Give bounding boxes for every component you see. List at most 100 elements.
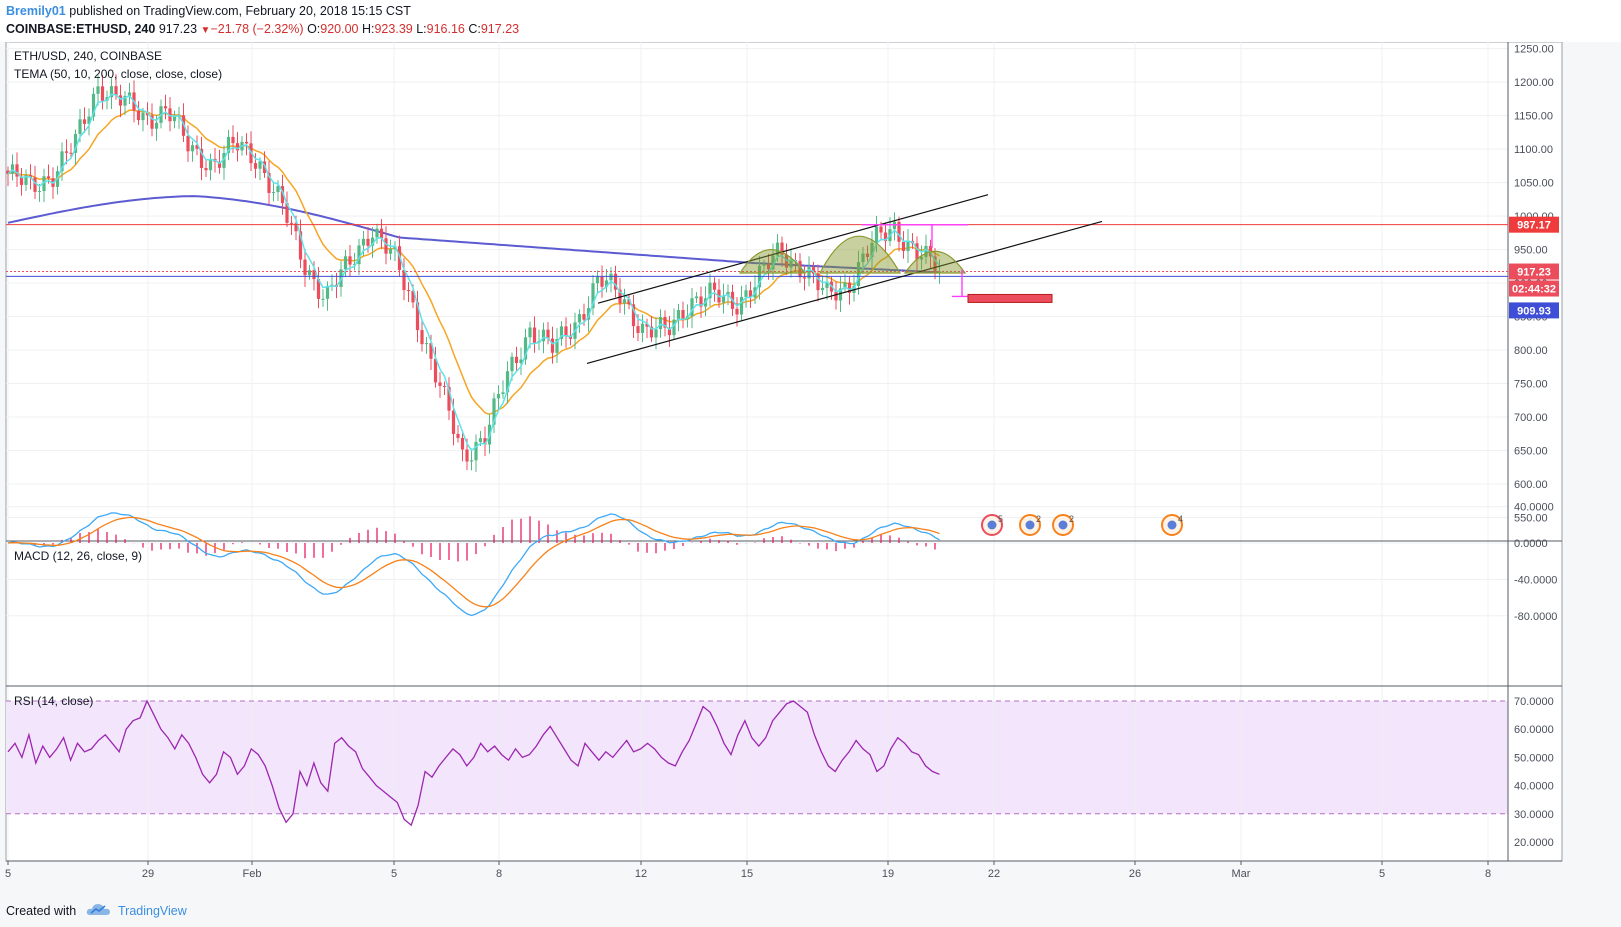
candle bbox=[343, 249, 348, 277]
candle-body bbox=[235, 143, 240, 151]
candle bbox=[721, 283, 726, 314]
candle-body bbox=[915, 243, 919, 260]
close-value: 917.23 bbox=[480, 22, 520, 36]
candle-body bbox=[217, 161, 222, 168]
macd-tick-label: 0.0000 bbox=[1514, 538, 1548, 550]
time-tick-label: 22 bbox=[988, 868, 1000, 880]
macd-tick-label: -40.0000 bbox=[1514, 574, 1557, 586]
candle-body bbox=[127, 92, 132, 96]
candle-body bbox=[204, 168, 208, 171]
candle-body bbox=[118, 95, 123, 106]
candle-body bbox=[190, 145, 195, 152]
candle bbox=[577, 309, 582, 334]
candle-body bbox=[654, 329, 658, 338]
price-tag-support: 909.93 bbox=[1509, 302, 1559, 319]
flag-icon bbox=[1167, 520, 1177, 530]
candle-body bbox=[96, 86, 100, 94]
candle bbox=[676, 303, 681, 332]
chart-canvas[interactable]: ETH/USD, 240, COINBASE TEMA (50, 10, 200,… bbox=[0, 42, 1621, 895]
candle-body bbox=[550, 338, 555, 353]
candle-body bbox=[402, 269, 406, 291]
time-tick-label: 5 bbox=[1379, 868, 1385, 880]
candle bbox=[168, 97, 172, 132]
author-link[interactable]: Bremily01 bbox=[6, 4, 66, 18]
time-tick-label: 5 bbox=[391, 868, 397, 880]
event-count: 2 bbox=[1069, 514, 1074, 524]
candle bbox=[384, 226, 388, 265]
candle bbox=[271, 183, 276, 202]
macd-line bbox=[7, 512, 940, 617]
candle-body bbox=[834, 291, 838, 301]
candle bbox=[217, 149, 222, 174]
candle-body bbox=[429, 343, 433, 359]
candle-body bbox=[771, 255, 775, 270]
candle bbox=[766, 253, 771, 280]
projection-marker bbox=[862, 224, 970, 298]
candle bbox=[267, 161, 271, 205]
candle bbox=[316, 267, 321, 309]
main-chart-title: ETH/USD, 240, COINBASE bbox=[14, 49, 162, 63]
macd-tick-label: -80.0000 bbox=[1514, 611, 1557, 623]
candle bbox=[501, 380, 505, 399]
candle bbox=[402, 258, 406, 301]
candle bbox=[514, 346, 519, 371]
candle bbox=[667, 316, 672, 347]
candle bbox=[870, 231, 874, 269]
candle-body bbox=[100, 86, 105, 101]
candle bbox=[60, 142, 64, 181]
candle bbox=[672, 308, 676, 340]
price-tag-text: 909.93 bbox=[1517, 305, 1551, 317]
candle bbox=[442, 381, 447, 395]
candle bbox=[6, 166, 10, 186]
rsi-band bbox=[6, 701, 1508, 814]
candle-body bbox=[811, 267, 816, 274]
candle-body bbox=[316, 279, 321, 299]
rsi-title: RSI (14, close) bbox=[14, 694, 93, 708]
tradingview-cloud-icon bbox=[86, 904, 110, 915]
candle bbox=[546, 322, 550, 345]
candle-body bbox=[438, 382, 442, 386]
candle-body bbox=[64, 151, 69, 153]
price-tick-label: 1050.00 bbox=[1514, 178, 1554, 190]
price-tick-label: 600.00 bbox=[1514, 479, 1548, 491]
price-change: −21.78 (−2.32%) bbox=[210, 22, 304, 36]
event-badge: 2 bbox=[1052, 514, 1074, 536]
candle-body bbox=[505, 371, 510, 393]
candle bbox=[69, 143, 73, 158]
candle bbox=[136, 101, 141, 126]
candle-body bbox=[856, 262, 861, 287]
candle bbox=[195, 135, 199, 156]
candle bbox=[208, 153, 213, 181]
candle-body bbox=[541, 329, 546, 342]
tradingview-brand-link[interactable]: TradingView bbox=[118, 904, 187, 918]
candle-body bbox=[91, 93, 96, 117]
time-tick-label: 8 bbox=[496, 868, 502, 880]
left-shoulder bbox=[738, 248, 807, 274]
candle-body bbox=[577, 314, 582, 323]
open-value: 920.00 bbox=[320, 22, 359, 36]
candle bbox=[438, 372, 442, 398]
candle-body bbox=[523, 337, 528, 360]
candle-body bbox=[600, 276, 604, 287]
candle-body bbox=[10, 164, 15, 174]
tema-slow-line bbox=[7, 195, 940, 274]
candle-body bbox=[663, 317, 667, 328]
candle-body bbox=[208, 158, 213, 171]
price-tag-bg bbox=[1509, 280, 1559, 297]
candle-body bbox=[357, 245, 361, 265]
price-tick-label: 1200.00 bbox=[1514, 77, 1554, 89]
candle-body bbox=[325, 285, 330, 299]
price-tag-countdown: 02:44:32 bbox=[1509, 280, 1559, 297]
candle-body bbox=[348, 256, 352, 265]
flag-icon bbox=[987, 520, 997, 530]
candle bbox=[523, 328, 528, 365]
candle bbox=[816, 264, 820, 302]
candle-body bbox=[591, 283, 595, 309]
candle-body bbox=[276, 186, 280, 193]
candle-body bbox=[172, 116, 177, 122]
candle bbox=[838, 276, 843, 312]
candle-body bbox=[528, 327, 532, 338]
candle-body bbox=[280, 186, 285, 204]
candle bbox=[433, 346, 438, 388]
candle-body bbox=[370, 237, 375, 246]
